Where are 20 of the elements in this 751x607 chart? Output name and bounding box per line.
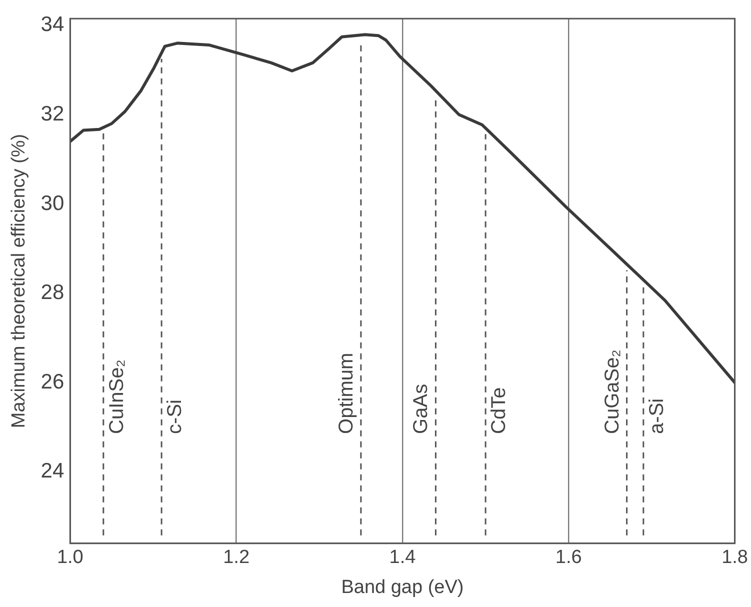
x-tick-label: 1.6: [555, 547, 582, 568]
y-tick-label: 28: [40, 281, 64, 304]
x-axis-title: Band gap (eV): [341, 576, 464, 598]
ref-line-label: CuInSe₂: [106, 359, 128, 434]
x-tick-label: 1.8: [722, 547, 748, 568]
ref-line-label: GaAs: [410, 384, 432, 434]
y-tick-label: 30: [40, 192, 64, 215]
ref-line-label: a-Si: [646, 398, 668, 434]
ref-line-label: CdTe: [488, 387, 510, 434]
y-axis-title: Maximum theoretical efficiency (%): [8, 134, 30, 428]
x-tick-label: 1.4: [389, 547, 416, 568]
x-tick-label: 1.0: [56, 547, 84, 568]
x-tick-label: 1.2: [223, 547, 250, 568]
ref-line-label: Optimum: [335, 352, 358, 434]
y-tick-label: 34: [40, 13, 64, 36]
ref-line-label: CuGaSe₂: [601, 349, 624, 434]
y-tick-label: 24: [40, 460, 64, 483]
y-tick-label: 32: [40, 102, 64, 126]
y-tick-label: 26: [40, 370, 64, 394]
ref-line-label: c-Si: [164, 399, 186, 434]
